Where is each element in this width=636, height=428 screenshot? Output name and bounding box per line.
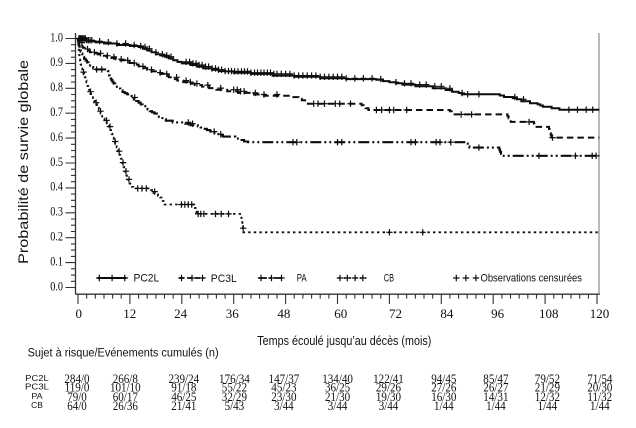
svg-text:12/32: 12/32 (535, 389, 560, 404)
svg-text:1.0: 1.0 (50, 30, 63, 44)
svg-text:0.8: 0.8 (50, 80, 63, 94)
svg-text:26/36: 26/36 (113, 398, 139, 413)
svg-text:PC2L: PC2L (134, 273, 160, 285)
svg-text:108: 108 (539, 306, 559, 321)
svg-text:5/43: 5/43 (225, 398, 245, 413)
svg-text:3/44: 3/44 (328, 398, 348, 413)
svg-text:36: 36 (226, 306, 240, 321)
svg-text:72: 72 (389, 306, 402, 321)
svg-text:176/34: 176/34 (219, 371, 250, 386)
svg-text:3/44: 3/44 (274, 398, 294, 413)
svg-text:266/8: 266/8 (113, 371, 138, 386)
svg-text:0.0: 0.0 (50, 279, 63, 293)
svg-text:122/41: 122/41 (373, 371, 404, 386)
svg-text:48: 48 (277, 306, 290, 321)
svg-text:239/24: 239/24 (168, 371, 199, 386)
svg-text:21/30: 21/30 (325, 389, 350, 404)
svg-text:79/0: 79/0 (67, 389, 87, 404)
svg-text:29/26: 29/26 (376, 380, 402, 395)
svg-text:1/44: 1/44 (538, 398, 558, 413)
svg-text:120: 120 (590, 306, 610, 321)
svg-text:1/44: 1/44 (434, 398, 454, 413)
svg-text:94/45: 94/45 (431, 371, 456, 386)
svg-text:21/29: 21/29 (535, 380, 560, 395)
svg-text:0: 0 (76, 306, 83, 321)
svg-text:134/40: 134/40 (322, 371, 353, 386)
svg-text:16/30: 16/30 (431, 389, 456, 404)
svg-text:11/32: 11/32 (587, 389, 612, 404)
svg-text:55/22: 55/22 (222, 380, 247, 395)
svg-text:0.2: 0.2 (50, 230, 63, 244)
svg-text:CB: CB (384, 273, 394, 285)
svg-text:0.3: 0.3 (50, 205, 63, 219)
svg-text:PA: PA (297, 273, 308, 285)
svg-text:Sujet à risque/Evénements cumu: Sujet à risque/Evénements cumulés (n) (28, 346, 219, 360)
svg-text:Probabilité de survie globale: Probabilité de survie globale (15, 60, 31, 264)
svg-text:20/30: 20/30 (587, 380, 612, 395)
svg-text:Temps écoulé jusqu’au décès (m: Temps écoulé jusqu’au décès (mois) (257, 334, 431, 348)
svg-text:96: 96 (491, 306, 505, 321)
svg-text:101/10: 101/10 (110, 380, 141, 395)
svg-text:32/29: 32/29 (222, 389, 247, 404)
svg-text:71/54: 71/54 (587, 371, 613, 386)
svg-text:60/17: 60/17 (113, 389, 139, 404)
svg-text:PA: PA (31, 391, 43, 401)
svg-text:CB: CB (31, 400, 43, 410)
svg-text:Observations censurées: Observations censurées (481, 273, 583, 285)
svg-text:284/0: 284/0 (64, 371, 89, 386)
svg-text:12: 12 (123, 306, 136, 321)
svg-text:26/27: 26/27 (483, 380, 509, 395)
svg-text:24: 24 (174, 306, 188, 321)
svg-text:147/37: 147/37 (269, 371, 300, 386)
svg-text:1/44: 1/44 (590, 398, 610, 413)
svg-text:0.9: 0.9 (50, 55, 63, 69)
svg-text:23/30: 23/30 (271, 389, 296, 404)
svg-text:0.6: 0.6 (50, 130, 63, 144)
svg-text:91/18: 91/18 (171, 380, 196, 395)
svg-text:84: 84 (440, 306, 454, 321)
svg-text:PC3L: PC3L (25, 382, 49, 392)
svg-text:64/0: 64/0 (67, 398, 87, 413)
svg-text:27/26: 27/26 (431, 380, 457, 395)
svg-text:0.5: 0.5 (50, 155, 63, 169)
svg-text:3/44: 3/44 (379, 398, 399, 413)
svg-text:21/41: 21/41 (171, 398, 196, 413)
svg-text:36/25: 36/25 (325, 380, 350, 395)
svg-text:PC2L: PC2L (25, 373, 49, 383)
svg-text:79/52: 79/52 (535, 371, 560, 386)
svg-text:0.1: 0.1 (50, 254, 63, 268)
svg-text:45/23: 45/23 (271, 380, 296, 395)
svg-text:0.4: 0.4 (50, 180, 63, 194)
svg-text:46/25: 46/25 (171, 389, 196, 404)
svg-text:14/31: 14/31 (483, 389, 508, 404)
svg-text:19/30: 19/30 (376, 389, 401, 404)
svg-text:60: 60 (334, 306, 347, 321)
svg-text:85/47: 85/47 (483, 371, 509, 386)
svg-text:1/44: 1/44 (486, 398, 506, 413)
svg-text:119/0: 119/0 (65, 380, 90, 395)
svg-text:0.7: 0.7 (50, 105, 63, 119)
svg-text:PC3L: PC3L (211, 273, 237, 285)
